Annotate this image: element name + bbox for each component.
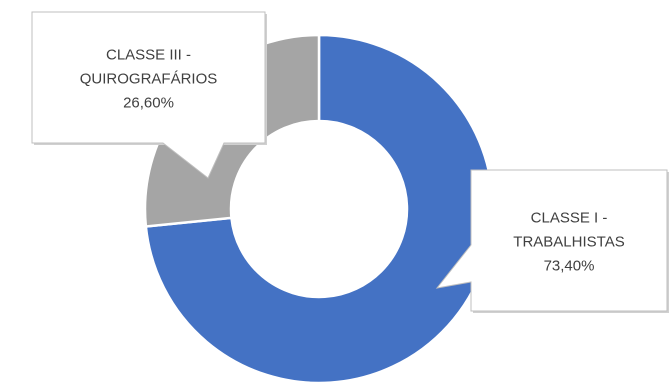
slice-1: [144, 33, 495, 385]
callout-box: [31, 11, 266, 179]
callout-1: CLASSE I - TRABALHISTAS 73,40%: [435, 169, 669, 313]
chart-callouts: CLASSE I - TRABALHISTAS 73,40% CLASSE III -…: [31, 11, 669, 313]
data-label-category: CLASSE I -: [531, 210, 608, 227]
callout-box: [435, 169, 668, 312]
data-label-category: TRABALHISTAS: [513, 234, 624, 251]
callout-2: CLASSE III - QUIROGRAFÁRIOS 26,60%: [31, 11, 267, 179]
data-label-category: CLASSE III -: [106, 47, 191, 64]
data-label-category: QUIROGRAFÁRIOS: [80, 71, 218, 88]
data-label-value: 73,40%: [544, 258, 595, 275]
data-label-value: 26,60%: [123, 95, 174, 112]
